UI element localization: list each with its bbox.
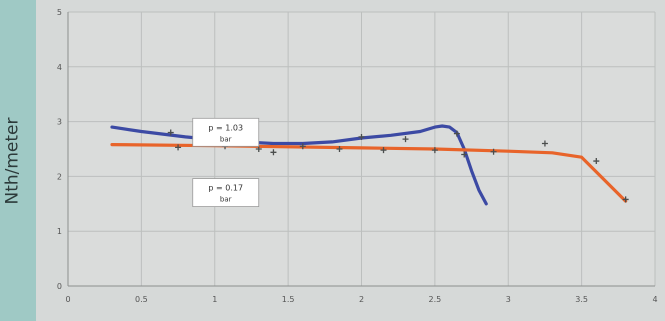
data-point-6 (299, 143, 306, 150)
x-tick-label-2: 1 (212, 295, 217, 304)
data-point-10 (402, 136, 409, 143)
annotation-line2-0: bar (220, 135, 232, 143)
y-tick-label-0: 0 (57, 282, 62, 291)
data-point-17 (622, 196, 629, 203)
data-point-14 (490, 148, 497, 155)
data-point-7 (336, 146, 343, 152)
x-tick-label-0: 0 (65, 295, 70, 304)
x-tick-label-3: 1.5 (282, 295, 295, 304)
x-tick-label-4: 2 (359, 295, 364, 304)
annotation-box-0 (192, 117, 260, 147)
annotation-box-1 (192, 178, 260, 207)
data-point-16 (593, 158, 600, 165)
x-tick-label-6: 3 (506, 295, 511, 304)
x-tick-label-5: 2.5 (429, 295, 442, 304)
data-point-1 (175, 144, 182, 151)
annotation-line1-0: p = 1.03 (208, 123, 243, 132)
data-point-4 (255, 146, 262, 152)
x-tick-label-7: 3.5 (575, 295, 588, 304)
y-tick-label-3: 3 (57, 118, 62, 127)
data-point-11 (431, 147, 438, 154)
data-point-9 (380, 147, 387, 154)
data-point-13 (461, 151, 468, 158)
data-point-0 (167, 129, 174, 136)
y-tick-label-5: 5 (57, 8, 62, 17)
data-point-5 (270, 149, 277, 156)
annotation-line2-1: bar (220, 196, 232, 204)
data-point-15 (541, 140, 548, 147)
annotation-line1-1: p = 0.17 (208, 184, 243, 193)
y-tick-label-1: 1 (57, 227, 62, 236)
data-point-8 (358, 133, 365, 140)
y-tick-label-2: 2 (57, 172, 62, 181)
y-tick-label-4: 4 (57, 63, 62, 72)
x-tick-label-8: 4 (652, 295, 657, 304)
data-point-12 (453, 130, 460, 137)
x-tick-label-1: 0.5 (135, 295, 148, 304)
